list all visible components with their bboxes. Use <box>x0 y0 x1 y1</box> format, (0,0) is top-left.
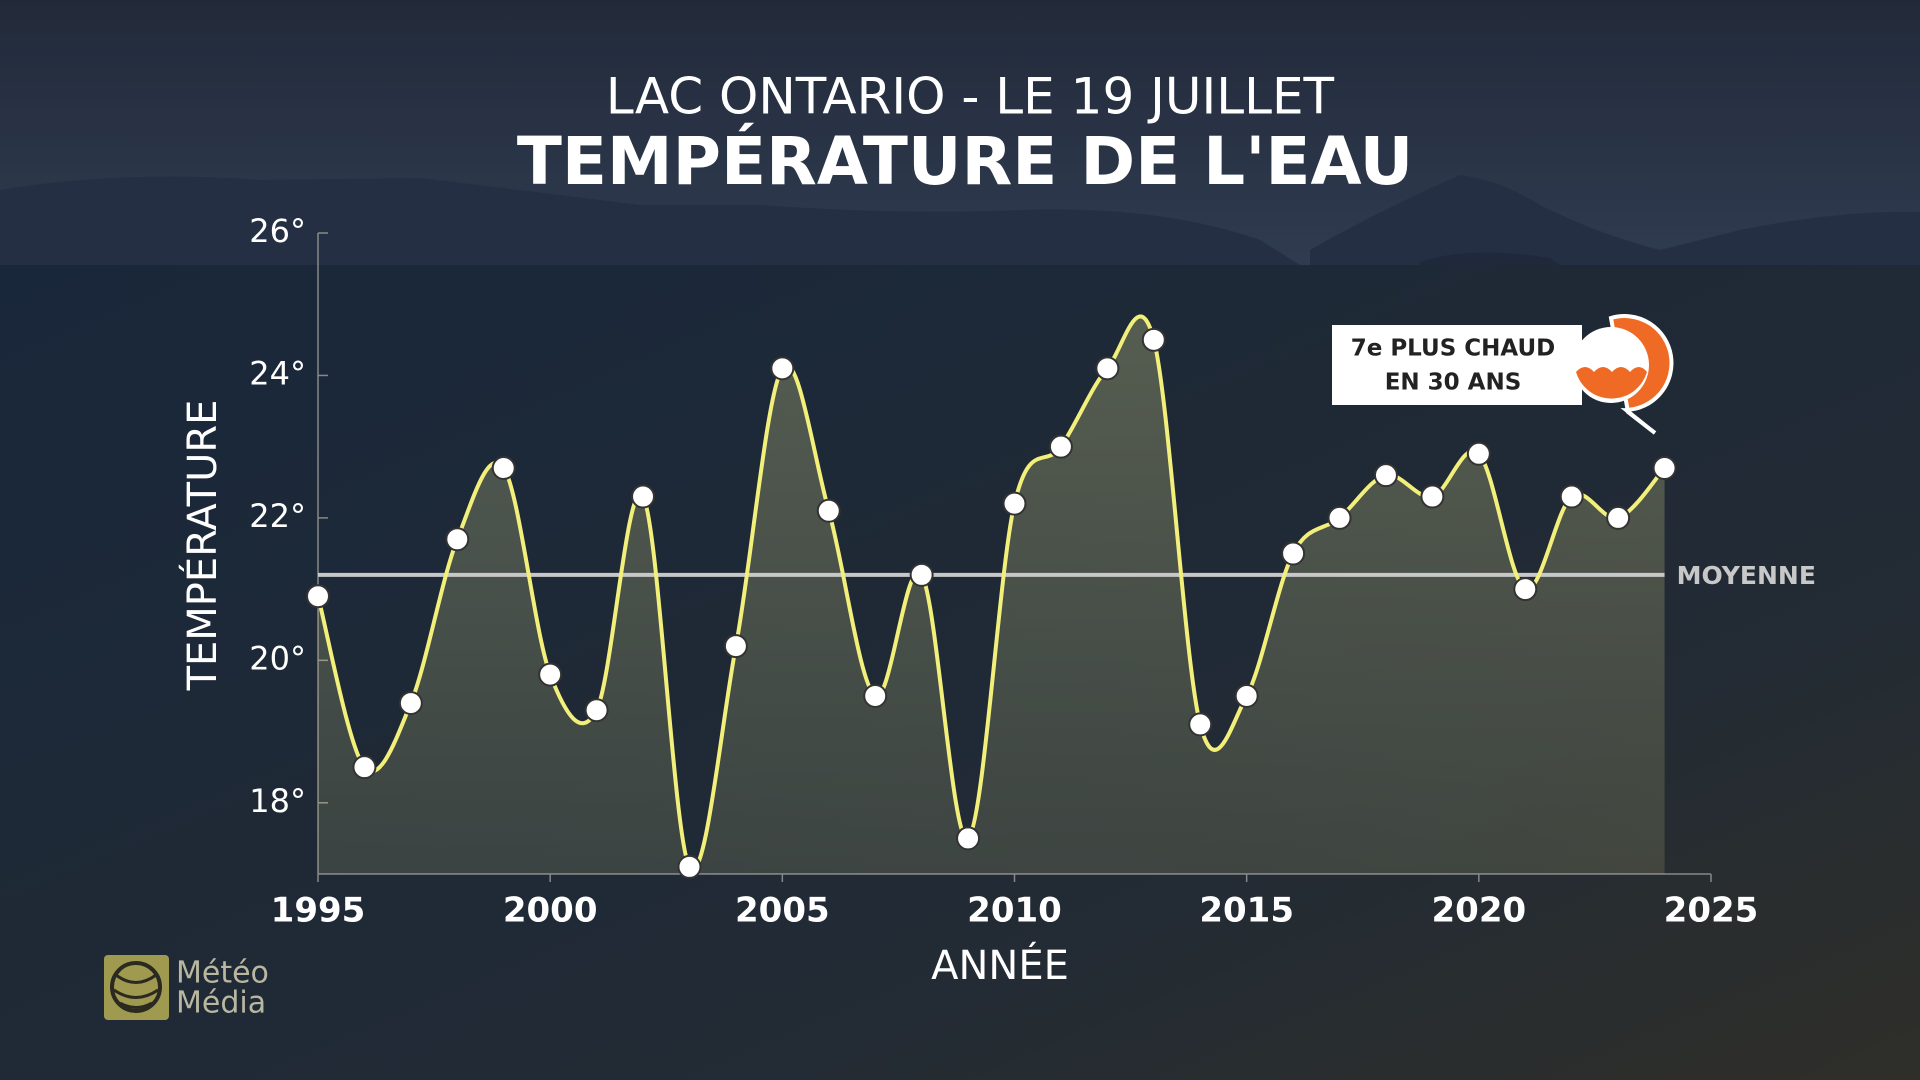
point <box>909 562 934 587</box>
callout-icon <box>1576 367 1647 399</box>
point <box>352 755 377 780</box>
point <box>1652 456 1677 481</box>
y-tick-label: 26° <box>249 212 306 250</box>
y-tick-label: 20° <box>249 639 306 677</box>
y-tick-label: 18° <box>249 782 306 820</box>
point <box>1606 505 1631 530</box>
point <box>1281 541 1306 566</box>
logo: Météo Média <box>104 955 269 1021</box>
y-axis-label: TEMPÉRATURE <box>178 400 226 692</box>
logo-globe <box>113 973 159 1009</box>
chart-subtitle: TEMPÉRATURE DE L'EAU <box>517 122 1413 200</box>
x-axis-label: ANNÉE <box>931 941 1069 989</box>
point <box>1002 491 1027 516</box>
point <box>398 691 423 716</box>
x-tick-label: 2025 <box>1664 891 1759 931</box>
point <box>863 683 888 708</box>
point <box>306 584 330 609</box>
callout-text: EN 30 ANS <box>1385 370 1522 396</box>
island <box>1420 252 1560 265</box>
y-tick-label: 24° <box>249 354 306 392</box>
mountains <box>0 176 1300 265</box>
point <box>1141 327 1166 352</box>
point <box>1373 463 1398 488</box>
x-tick-label: 1995 <box>271 891 366 931</box>
point <box>538 662 563 687</box>
point <box>1466 441 1491 466</box>
point <box>770 356 795 381</box>
x-tick-label: 2015 <box>1199 891 1294 931</box>
point <box>1327 505 1352 530</box>
x-tick-label: 2020 <box>1432 891 1527 931</box>
x-tick-label: 2010 <box>967 891 1062 931</box>
point <box>1048 434 1073 459</box>
chart-title: LAC ONTARIO - LE 19 JUILLET <box>606 68 1335 126</box>
callout-text: 7e PLUS CHAUD <box>1351 336 1556 362</box>
point <box>1188 712 1213 737</box>
point <box>1513 577 1538 602</box>
logo-globe <box>110 961 162 1013</box>
x-tick-label: 2005 <box>735 891 830 931</box>
point <box>445 527 470 552</box>
point <box>1420 484 1445 509</box>
mountains <box>1310 175 1920 265</box>
point <box>816 498 841 523</box>
area <box>318 316 1665 874</box>
point <box>723 634 748 659</box>
point <box>1559 484 1584 509</box>
x-tick-label: 2000 <box>503 891 598 931</box>
point <box>1095 356 1120 381</box>
callout-box <box>1332 325 1582 405</box>
point <box>1234 683 1259 708</box>
logo-text: Média <box>176 986 266 1021</box>
point <box>491 456 516 481</box>
point <box>677 854 702 879</box>
point <box>631 484 656 509</box>
logo-text: Météo <box>176 956 269 991</box>
y-tick-label: 22° <box>249 497 306 535</box>
point <box>584 698 609 723</box>
callout: 7e PLUS CHAUD EN 30 ANS <box>1332 314 1674 435</box>
mean-label: MOYENNE <box>1677 561 1816 590</box>
point <box>956 826 981 851</box>
